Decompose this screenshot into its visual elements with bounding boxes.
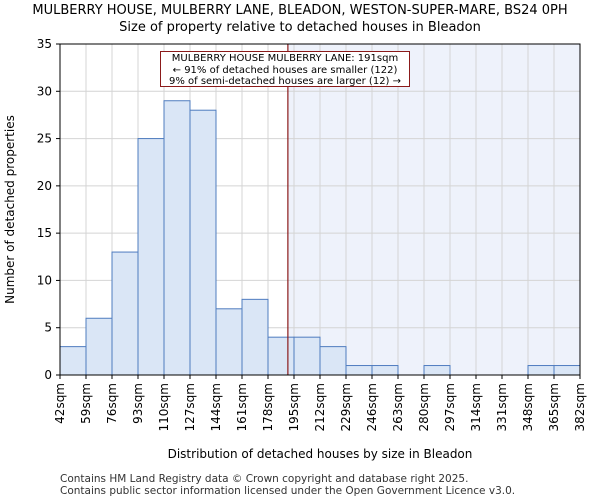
y-tick-label: 15 [37, 226, 52, 240]
histogram-bar [371, 365, 399, 376]
y-tick-label: 10 [37, 273, 52, 287]
x-tick-label: 246sqm [365, 383, 379, 431]
y-tick-label: 30 [37, 84, 52, 98]
histogram-bar [527, 365, 555, 376]
x-tick-label: 127sqm [183, 383, 197, 431]
property-annotation-box: MULBERRY HOUSE MULBERRY LANE: 191sqm ← 9… [160, 51, 410, 87]
x-tick-label: 76sqm [105, 383, 119, 424]
y-tick-label: 5 [44, 321, 52, 335]
x-tick-label: 297sqm [443, 383, 457, 431]
histogram-bar [163, 100, 191, 376]
larger-region-shade [287, 44, 580, 375]
x-tick-label: 365sqm [547, 383, 561, 431]
x-tick-label: 161sqm [235, 383, 249, 431]
annotation-line3: 9% of semi-detached houses are larger (1… [168, 76, 402, 87]
y-tick-label: 35 [37, 37, 52, 51]
chart-title-line2: Size of property relative to detached ho… [119, 20, 481, 35]
histogram-bar [59, 346, 87, 376]
histogram-bar [553, 365, 581, 376]
histogram-bar [85, 317, 113, 376]
footer-line2: Contains public sector information licen… [60, 485, 516, 497]
y-tick-label: 25 [37, 132, 52, 146]
histogram-bar [319, 346, 347, 376]
x-tick-label: 212sqm [313, 383, 327, 431]
footer-line1: Contains HM Land Registry data © Crown c… [60, 473, 469, 485]
x-tick-label: 263sqm [391, 383, 405, 431]
y-tick-label: 20 [37, 179, 52, 193]
y-axis-label: Number of detached properties [3, 115, 17, 304]
annotation-line2: ← 91% of detached houses are smaller (12… [172, 64, 398, 76]
x-tick-label: 314sqm [469, 383, 483, 431]
chart-title-line1: MULBERRY HOUSE, MULBERRY LANE, BLEADON, … [32, 3, 568, 18]
x-tick-label: 229sqm [339, 383, 353, 431]
x-tick-label: 348sqm [521, 383, 535, 431]
x-tick-label: 42sqm [53, 383, 67, 424]
x-tick-label: 110sqm [157, 383, 171, 431]
y-tick-label: 0 [44, 368, 52, 382]
x-tick-label: 280sqm [417, 383, 431, 431]
x-tick-label: 144sqm [209, 383, 223, 431]
histogram-bar [215, 308, 243, 376]
histogram-bar [423, 365, 451, 376]
histogram-bar [267, 336, 295, 376]
histogram-bar [111, 251, 139, 376]
x-tick-label: 178sqm [261, 383, 275, 431]
x-tick-label: 382sqm [573, 383, 587, 431]
histogram-bar [293, 336, 321, 376]
histogram-bar [137, 138, 165, 376]
x-tick-label: 93sqm [131, 383, 145, 424]
histogram-chart: 0 5 10 15 20 25 30 35 42sqm 59sqm 76sqm 93sqm 110sqm… [3, 37, 587, 461]
x-tick-label: 331sqm [495, 383, 509, 431]
histogram-bar [345, 365, 373, 376]
histogram-bar [189, 109, 217, 376]
x-tick-label: 59sqm [79, 383, 93, 424]
histogram-bar [241, 298, 269, 376]
annotation-line1: MULBERRY HOUSE MULBERRY LANE: 191sqm [171, 53, 399, 64]
x-axis-label: Distribution of detached houses by size … [168, 447, 473, 461]
x-tick-label: 195sqm [287, 383, 301, 431]
